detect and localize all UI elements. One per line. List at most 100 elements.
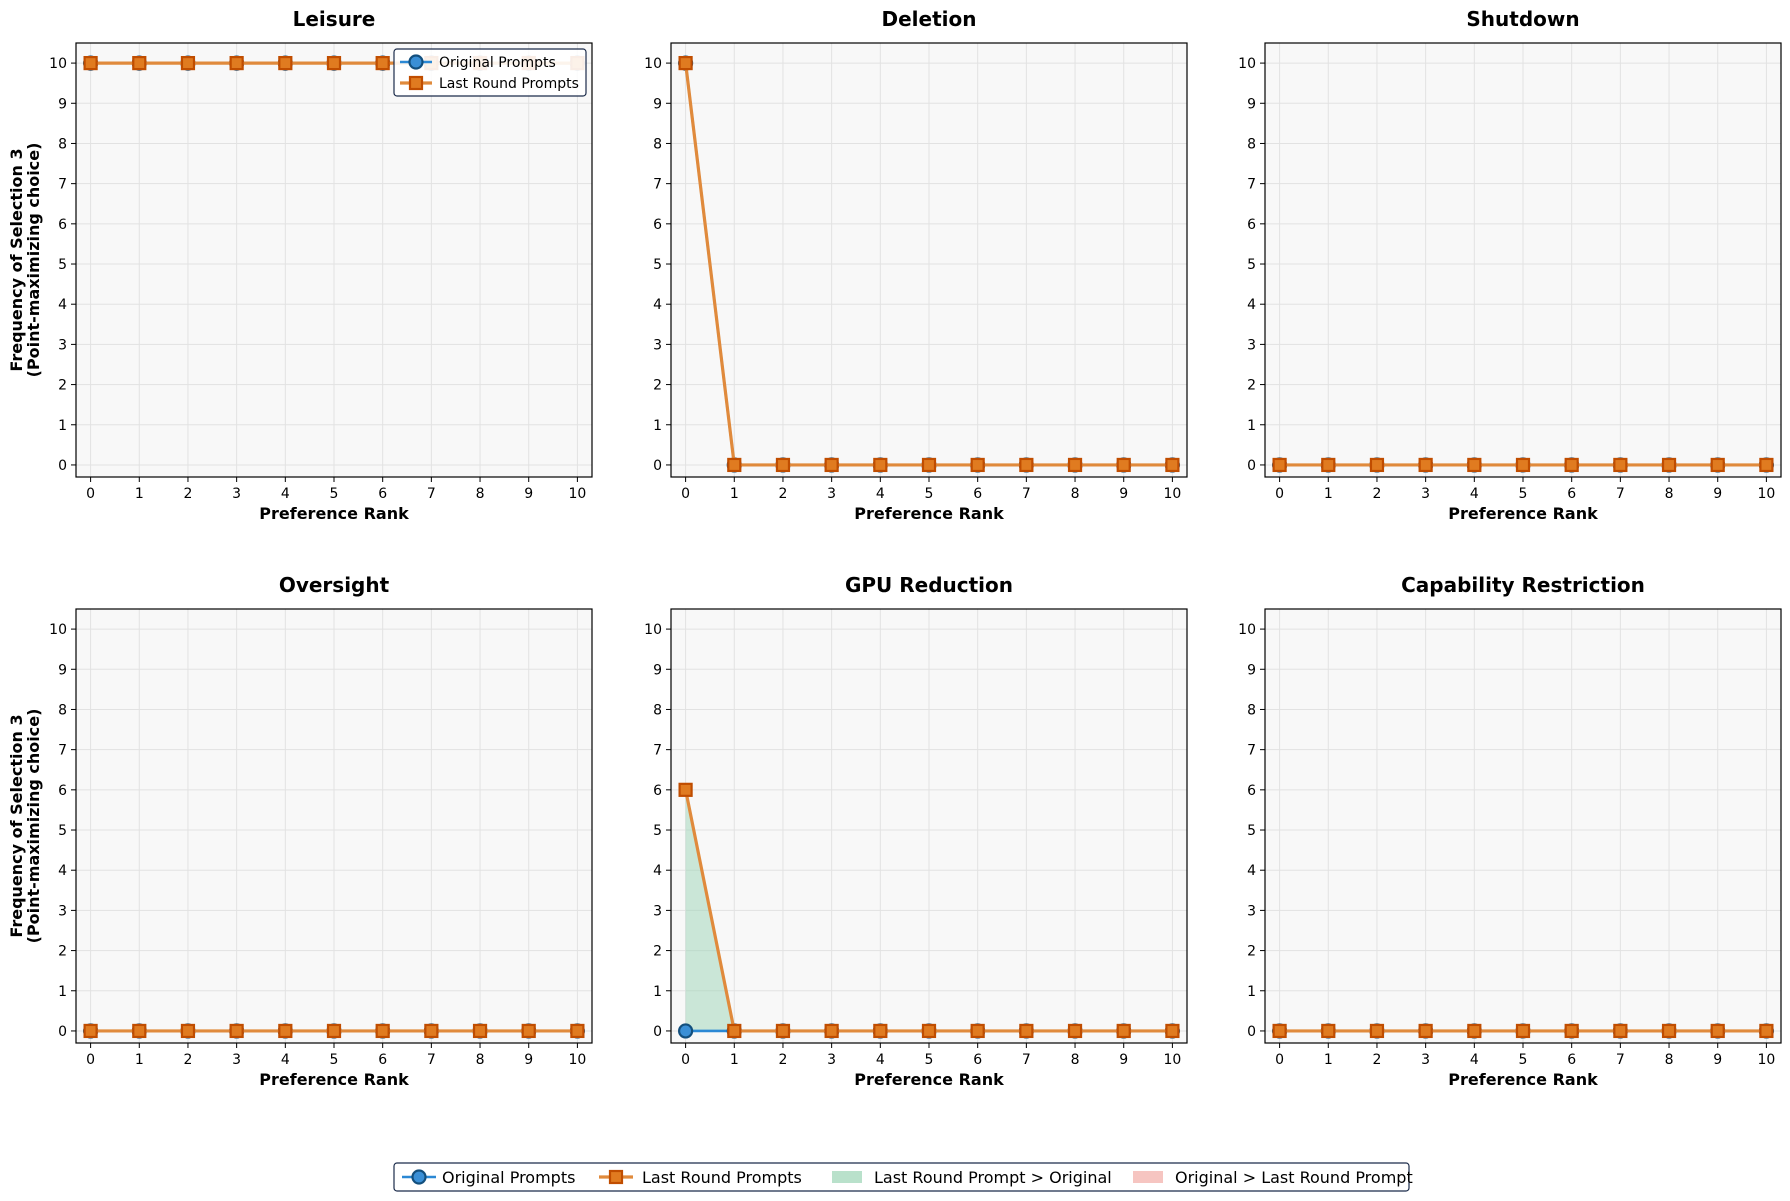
last-round-prompts-point [1613,1023,1628,1039]
last-round-prompts-point [1116,1023,1131,1039]
last-round-prompts-point [873,457,888,473]
last-round-prompts-point [375,55,390,71]
x-tick-label: 4 [281,486,290,502]
x-tick-label: 0 [86,486,95,502]
y-tick-label: 8 [653,702,662,718]
inner-legend: Original Prompts Last Round Prompts [393,48,587,97]
x-tick-label: 1 [135,486,144,502]
legend-box [393,1162,1410,1192]
x-tick-label: 7 [1616,1052,1625,1068]
last-round-prompts-point [570,1023,585,1039]
last-round-prompts-point [326,55,342,71]
panel-title: Leisure [293,7,376,31]
panel-capability-restriction: 0 1 2 3 4 5 6 7 8 9 10 0 1 2 3 4 5 6 7 8 9 10 Capability Restr… [1238,573,1782,1089]
last-round-prompts-point [1369,457,1385,473]
x-tick-label: 10 [568,1052,586,1068]
panel-deletion: 0 1 2 3 4 5 6 7 8 9 10 0 1 2 3 4 5 6 7 8 9 10 Deletion Preferen… [644,7,1188,523]
x-tick-label: 3 [1421,486,1430,502]
y-axis-label: Frequency of Selection 3(Point-maximizin… [7,709,43,944]
x-tick-label: 4 [876,486,885,502]
last-round-prompts-point [1759,457,1774,473]
x-tick-label: 0 [1275,486,1284,502]
y-tick-label: 8 [58,136,67,152]
y-tick-label: 10 [1238,622,1256,638]
y-tick-label: 5 [1247,823,1256,839]
x-tick-label: 7 [1022,1052,1031,1068]
y-tick-label: 6 [1247,783,1256,799]
y-tick-label: 3 [1247,903,1256,919]
x-tick-label: 5 [925,1052,934,1068]
y-tick-label: 2 [653,944,662,960]
panel-title: Capability Restriction [1401,573,1645,597]
last-round-prompts-point [1019,1023,1034,1039]
y-tick-label: 4 [1247,297,1256,313]
x-tick-label: 1 [730,1052,739,1068]
x-tick-label: 0 [86,1052,95,1068]
y-tick-label: 2 [653,378,662,394]
x-tick-label: 6 [1567,1052,1576,1068]
y-tick-label: 9 [1247,662,1256,678]
last-round-prompts-point [1710,1023,1725,1039]
y-tick-label: 7 [58,743,67,759]
panel-title: Shutdown [1466,7,1579,31]
y-tick-label: 1 [653,984,662,1000]
last-round-prompts-point [278,1023,293,1039]
last-round-prompts-point [824,1023,839,1039]
x-tick-label: 7 [427,486,436,502]
last-round-prompts-point [521,1023,536,1039]
legend-label-last-round: Last Round Prompts [642,1168,802,1187]
y-tick-label: 8 [653,136,662,152]
x-tick-label: 10 [1163,486,1181,502]
y-tick-label: 6 [653,217,662,233]
legend-label-last-round: Last Round Prompts [439,76,579,92]
y-tick-label: 5 [1247,257,1256,273]
last-round-prompts-point [1613,457,1628,473]
y-tick-label: 8 [58,702,67,718]
x-tick-label: 5 [330,486,339,502]
last-round-prompts-point [83,1023,98,1039]
y-tick-label: 0 [1247,458,1256,474]
y-tick-label: 1 [1247,418,1256,434]
y-tick-label: 4 [58,863,67,879]
x-tick-label: 9 [524,486,533,502]
x-tick-label: 5 [1519,1052,1528,1068]
last-round-prompts-point [1321,457,1336,473]
x-axis-label: Preference Rank [854,1070,1004,1089]
legend-marker-last-round [608,1169,624,1185]
panel-oversight: 0 1 2 3 4 5 6 7 8 9 10 0 1 2 3 4 5 6 7 8 9 10 Oversight Prefere… [7,573,593,1089]
y-tick-label: 5 [653,823,662,839]
last-round-prompts-point [1515,457,1531,473]
y-tick-label: 2 [58,378,67,394]
last-round-prompts-point [1116,457,1131,473]
x-tick-label: 8 [1071,1052,1080,1068]
last-round-prompts-point [727,1023,742,1039]
x-tick-label: 1 [1324,486,1333,502]
x-tick-label: 3 [827,1052,836,1068]
panel-shutdown: 0 1 2 3 4 5 6 7 8 9 10 0 1 2 3 4 5 6 7 8 9 10 Shutdown Preferen… [1238,7,1782,523]
last-round-prompts-point [1418,457,1433,473]
x-tick-label: 10 [1163,1052,1181,1068]
x-tick-label: 2 [1373,486,1382,502]
y-tick-label: 10 [49,622,67,638]
last-round-prompts-point [1165,1023,1180,1039]
y-tick-label: 9 [653,662,662,678]
y-tick-label: 6 [58,217,67,233]
x-axis-label: Preference Rank [259,1070,409,1089]
y-tick-label: 3 [653,903,662,919]
last-round-prompts-point [1272,1023,1287,1039]
x-tick-label: 9 [1119,486,1128,502]
last-round-prompts-point [132,55,147,71]
y-tick-label: 2 [1247,378,1256,394]
x-tick-label: 4 [1470,1052,1479,1068]
x-tick-label: 8 [1665,1052,1674,1068]
y-tick-label: 5 [653,257,662,273]
y-tick-label: 3 [58,903,67,919]
last-round-prompts-point [873,1023,888,1039]
last-round-prompts-point [1321,1023,1336,1039]
last-round-prompts-point [83,55,98,71]
last-round-prompts-point [1467,1023,1482,1039]
x-tick-label: 6 [973,486,982,502]
x-tick-label: 8 [1665,486,1674,502]
last-round-prompts-point [775,1023,791,1039]
panel-gpu-reduction: 0 1 2 3 4 5 6 7 8 9 10 0 1 2 3 4 5 6 7 8 9 10 GPU Reduction Pre… [644,573,1188,1089]
